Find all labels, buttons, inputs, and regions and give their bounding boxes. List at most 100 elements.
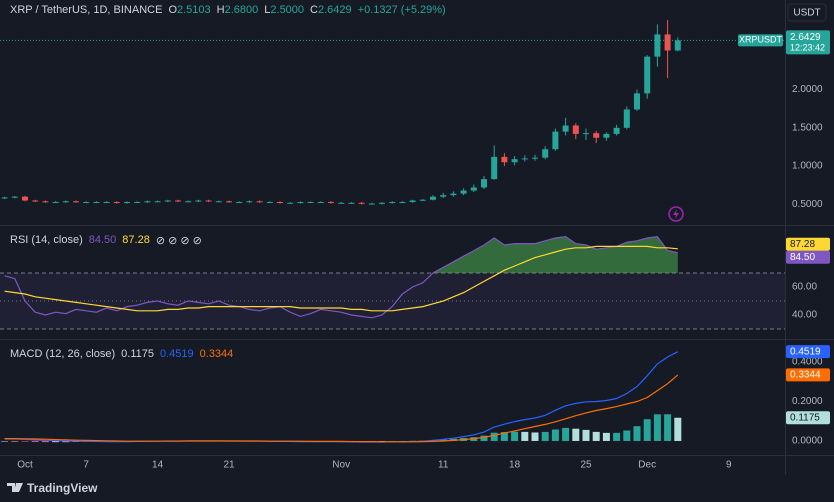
candle-body	[246, 201, 253, 203]
candle-body	[583, 133, 589, 135]
histogram-bar	[521, 431, 529, 441]
candle-body	[73, 201, 79, 203]
y-tick-label: 0.4000	[792, 357, 823, 368]
symbol-tag-label: XRPUSDT	[739, 35, 783, 45]
y-tick-label: 1.5000	[792, 122, 823, 133]
candle-body	[593, 133, 600, 138]
x-tick-label: Nov	[332, 460, 350, 471]
candle-body	[481, 179, 487, 188]
logo-text: TradingView	[27, 481, 98, 495]
candle-body	[93, 202, 100, 204]
candle-body	[307, 202, 314, 204]
candle-body	[532, 157, 538, 159]
candle-body	[368, 203, 375, 205]
candle-body	[83, 202, 90, 204]
histogram-bar	[562, 427, 570, 441]
indicator-line	[4, 245, 678, 312]
candle-body	[42, 201, 49, 203]
candle-body	[348, 202, 355, 204]
overbought-fill	[433, 236, 678, 274]
candle-body	[266, 202, 273, 204]
candle-body	[450, 193, 457, 196]
candle-body	[205, 200, 212, 202]
candle-body	[1, 197, 8, 199]
candle-body	[440, 195, 447, 197]
x-tick-label: 25	[580, 460, 592, 471]
indicator-title: RSI (14, close)	[10, 234, 83, 246]
candle-body	[103, 202, 110, 204]
currency-button[interactable]	[787, 3, 827, 22]
x-tick-label: Oct	[17, 460, 33, 471]
histogram-bar	[511, 431, 519, 441]
histogram-bar	[643, 419, 651, 441]
ohlc-label: L	[264, 4, 271, 16]
ohlc: C2.6429	[310, 4, 352, 16]
candle-body	[623, 109, 630, 128]
y-tick-label: 1.0000	[792, 161, 823, 172]
candle-body	[572, 125, 579, 134]
legend-value: 0.3344	[199, 348, 234, 360]
candle-body	[419, 199, 426, 201]
histogram-bar	[664, 414, 672, 441]
histogram-bar	[52, 440, 60, 443]
footer	[0, 475, 834, 502]
candle-body	[511, 159, 518, 163]
axis-tag-label: 84.50	[790, 252, 815, 263]
candle-body	[154, 201, 161, 203]
legend-value: 87.28	[122, 234, 150, 246]
x-tick-label: 21	[223, 460, 235, 471]
histogram-bar	[41, 440, 49, 443]
axis-tag-label: 0.4519	[790, 346, 821, 357]
candle-body	[256, 201, 263, 203]
histogram-bar	[572, 428, 580, 441]
candle-body	[236, 202, 243, 204]
candle-body	[358, 202, 365, 204]
candle-body	[164, 200, 171, 202]
candle-body	[134, 202, 141, 204]
candle-body	[195, 200, 202, 202]
event-bolt	[673, 209, 679, 219]
indicator-line	[4, 351, 679, 443]
countdown-label: 12:23:42	[790, 43, 825, 53]
candle-body	[338, 202, 345, 204]
candle-body	[491, 156, 498, 180]
ohlc-label: C	[310, 4, 318, 16]
indicator-line	[4, 374, 679, 443]
macd-legend: MACD (12, 26, close) 0.1175 0.4519 0.334…	[10, 348, 233, 360]
currency-button-label[interactable]: USDT	[793, 8, 820, 19]
axis-tag	[786, 237, 830, 251]
ohlc-value: 2.6429	[318, 4, 352, 16]
candle-body	[11, 196, 18, 198]
candle-body	[603, 133, 610, 138]
histogram-bar	[623, 430, 631, 441]
ohlc: H2.6800	[217, 4, 259, 16]
candle-body	[654, 34, 661, 57]
candle-body	[215, 201, 222, 203]
candle-body	[542, 149, 549, 158]
axis-tag	[786, 345, 830, 359]
histogram-bar	[31, 440, 39, 442]
ohlc-label: O	[168, 4, 177, 16]
symbol-tag	[738, 34, 783, 47]
histogram-bar	[490, 432, 498, 441]
event-icon[interactable]	[668, 206, 684, 222]
change: +0.1327 (+5.29%)	[357, 4, 446, 16]
candle-body	[226, 201, 232, 203]
histogram-bar	[653, 414, 661, 441]
candle-body	[399, 202, 406, 204]
x-tick-label: 9	[726, 460, 732, 471]
histogram-bar	[602, 432, 610, 441]
candle-body	[674, 40, 681, 51]
candle-body	[277, 202, 283, 204]
candle-body	[317, 202, 324, 204]
candle-body	[409, 200, 416, 203]
histogram-bar	[582, 429, 590, 441]
legend-value: 0.1175	[121, 348, 154, 360]
rsi-legend: RSI (14, close) 84.50 87.28 ⊘ ⊘ ⊘ ⊘	[10, 234, 202, 247]
candle-body	[32, 200, 39, 202]
legend-icons[interactable]: ⊘ ⊘ ⊘ ⊘	[155, 235, 202, 247]
symbol-legend: XRP / TetherUS, 1D, BINANCE O2.5103 H2.6…	[10, 4, 446, 16]
ohlc-value: 2.6800	[224, 4, 259, 16]
